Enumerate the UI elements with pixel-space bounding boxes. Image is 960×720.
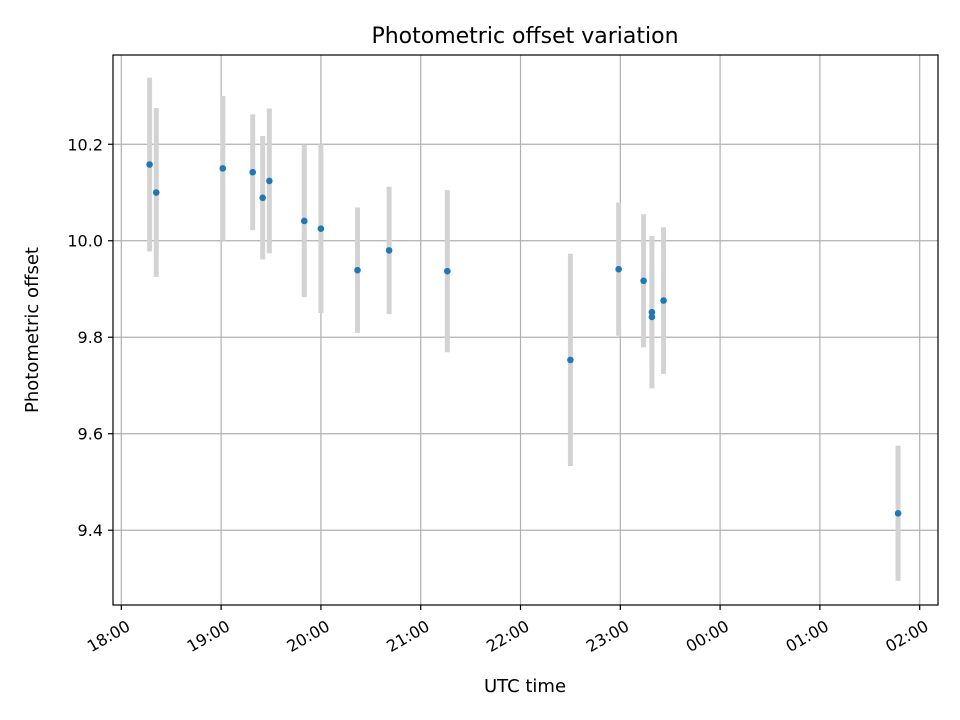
y-tick-label: 10.0 [67,232,103,251]
data-point [219,165,227,172]
x-tick-label: 20:00 [283,616,332,656]
y-tick-label: 10.2 [67,135,103,154]
chart-title: Photometric offset variation [371,24,678,49]
data-point [266,177,273,185]
data-point [648,313,656,321]
data-point [615,265,622,273]
data-point [152,189,160,196]
y-tick-label: 9.8 [78,328,103,347]
data-point [259,194,266,202]
axis-ticks: 18:00 19:00 20:00 21:00 22:00 23:00 00:00 01:00… [67,135,931,656]
y-axis-label: Photometric offset [22,247,43,413]
data-points [146,161,902,517]
x-tick-label: 21:00 [383,616,432,656]
x-tick-label: 19:00 [184,616,233,656]
data-point [894,510,902,517]
data-point [660,297,667,304]
x-tick-label: 02:00 [882,616,931,656]
data-point [317,225,325,232]
data-point [567,356,574,364]
plot-frame [112,54,939,606]
data-point [249,168,257,176]
y-tick-label: 9.6 [78,425,103,444]
data-point [640,277,647,285]
x-axis-label: UTC time [484,676,566,697]
data-point [648,308,656,316]
data-point [146,161,153,168]
data-point [354,266,361,274]
x-tick-label: 23:00 [583,616,632,656]
grid-lines [113,55,938,605]
y-tick-label: 9.4 [78,521,103,540]
data-point [385,247,393,254]
data-point [444,267,451,275]
x-tick-label: 01:00 [782,616,831,656]
error-bars [147,77,901,581]
x-tick-label: 18:00 [84,616,133,656]
x-tick-label: 00:00 [683,616,732,656]
data-point [300,217,308,225]
x-tick-label: 22:00 [483,616,532,656]
